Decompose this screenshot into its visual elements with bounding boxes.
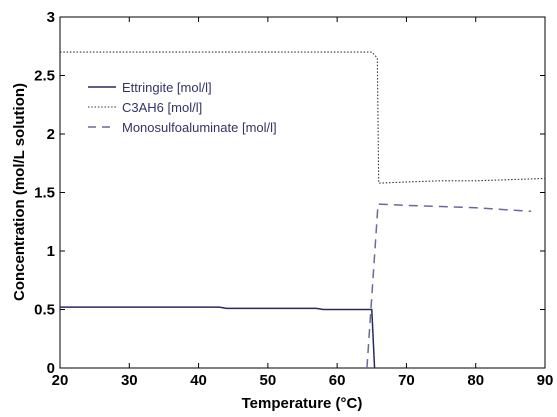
x-tick-label: 90 xyxy=(537,372,554,389)
x-axis: 20 30 40 50 60 70 80 90 xyxy=(52,17,554,389)
x-tick-label: 50 xyxy=(260,372,277,389)
x-tick-label: 70 xyxy=(398,372,415,389)
legend-label: C3AH6 [mol/l] xyxy=(122,100,202,115)
y-tick-label: 2 xyxy=(47,126,55,143)
x-tick-label: 20 xyxy=(52,372,69,389)
x-tick-label: 80 xyxy=(467,372,484,389)
legend-label: Ettringite [mol/l] xyxy=(122,80,212,95)
y-axis-label: Concentration (mol/L solution) xyxy=(11,83,28,301)
x-tick-label: 30 xyxy=(121,372,138,389)
plot-area xyxy=(59,16,546,369)
series-line-2 xyxy=(366,203,532,369)
y-tick-label: 1 xyxy=(47,243,55,260)
y-tick-label: 3 xyxy=(47,9,55,26)
legend: Ettringite [mol/l] C3AH6 [mol/l] Monosulfo… xyxy=(88,80,277,135)
y-tick-label: 2.5 xyxy=(34,68,55,85)
x-tick-label: 40 xyxy=(190,372,207,389)
series-line-1 xyxy=(60,51,546,184)
y-tick-label: 1.5 xyxy=(34,185,55,202)
y-tick-label: 0.5 xyxy=(34,302,55,319)
x-tick-label: 60 xyxy=(329,372,346,389)
x-axis-label: Temperature (°C) xyxy=(242,395,363,412)
series-layer xyxy=(60,51,546,369)
y-axis: 0 0.5 1 1.5 2 2.5 3 xyxy=(34,9,545,377)
y-tick-label: 0 xyxy=(47,360,55,377)
legend-label: Monosulfoaluminate [mol/l] xyxy=(122,120,277,135)
series-line-0 xyxy=(60,306,376,369)
